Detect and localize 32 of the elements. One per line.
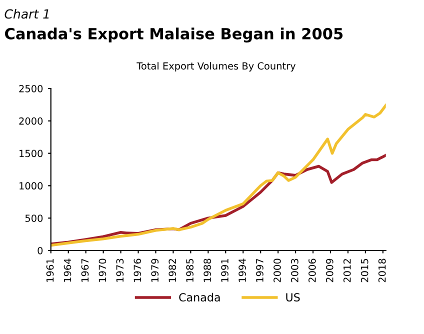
x-tick-label: 1964 bbox=[64, 258, 72, 282]
x-tick-label: 1985 bbox=[186, 258, 194, 282]
y-tick-label: 1500 bbox=[20, 150, 43, 158]
text: Total Export Volumes By Country bbox=[136, 62, 296, 72]
x-tick-label: 1979 bbox=[151, 258, 159, 282]
y-tick-label: 0 bbox=[38, 246, 43, 254]
legend-label: US bbox=[286, 293, 300, 302]
x-tick-label: 2003 bbox=[291, 258, 298, 282]
x-tick-label: 2000 bbox=[274, 258, 281, 282]
y-tick-label: 2000 bbox=[19, 117, 43, 125]
line-series bbox=[50, 104, 386, 247]
x-tick-label: 2018 bbox=[378, 258, 386, 282]
x-tick-label: 2012 bbox=[343, 259, 351, 282]
y-tick-label: 500 bbox=[25, 214, 43, 222]
x-tick-label: 2015 bbox=[360, 258, 368, 282]
x-tick-label: 1970 bbox=[98, 258, 106, 282]
x-tick-label: 1967 bbox=[81, 258, 89, 282]
chart-title: Canada's Export Malaise Began in 2005 bbox=[5, 28, 343, 43]
x-tick-label: 1991 bbox=[221, 259, 228, 282]
x-tick-label: 1976 bbox=[134, 258, 142, 282]
x-tick-label: 1973 bbox=[116, 258, 124, 282]
x-tick-label: 2006 bbox=[308, 258, 316, 282]
x-tick-label: 1961 bbox=[46, 259, 54, 282]
chart-subtitle: Chart 1 bbox=[4, 8, 49, 19]
x-tick-label: 1997 bbox=[256, 258, 264, 282]
y-tick-label: 2500 bbox=[19, 84, 43, 92]
x-tick-label: 1982 bbox=[168, 259, 176, 282]
x-tick-label: 2009 bbox=[326, 258, 334, 282]
legend-label: Canada bbox=[179, 292, 220, 302]
y-tick-label: 1000 bbox=[20, 182, 43, 190]
x-tick-label: 1994 bbox=[238, 258, 246, 282]
x-tick-label: 1988 bbox=[204, 258, 211, 282]
